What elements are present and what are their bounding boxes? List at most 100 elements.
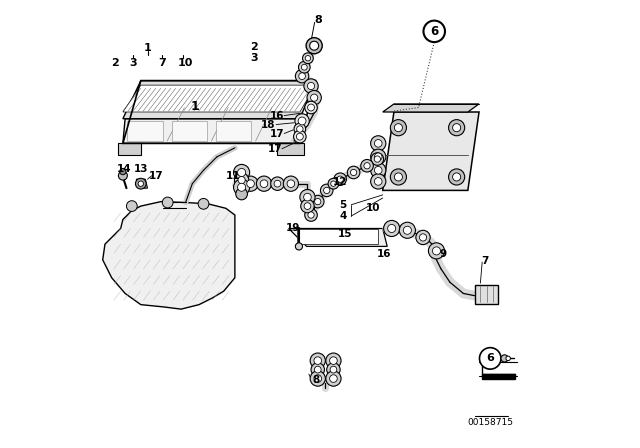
Text: 17: 17 — [149, 171, 164, 181]
Circle shape — [330, 366, 337, 373]
Circle shape — [304, 202, 311, 210]
Circle shape — [238, 177, 245, 184]
Circle shape — [374, 140, 382, 147]
Circle shape — [371, 153, 383, 165]
Text: 4: 4 — [340, 211, 347, 221]
Circle shape — [303, 194, 311, 201]
Polygon shape — [123, 81, 316, 119]
Circle shape — [294, 123, 306, 135]
Text: 16: 16 — [376, 250, 391, 259]
Circle shape — [479, 348, 501, 369]
Circle shape — [296, 133, 303, 140]
Polygon shape — [289, 228, 387, 246]
Circle shape — [312, 195, 324, 208]
Polygon shape — [123, 119, 302, 143]
Circle shape — [315, 198, 321, 205]
Polygon shape — [383, 104, 479, 112]
Text: 8: 8 — [315, 15, 323, 25]
Circle shape — [419, 234, 427, 241]
Circle shape — [371, 149, 386, 164]
Circle shape — [433, 247, 440, 255]
Circle shape — [243, 176, 258, 191]
Circle shape — [506, 356, 511, 361]
Circle shape — [234, 164, 250, 181]
Circle shape — [326, 353, 341, 368]
Circle shape — [416, 230, 430, 245]
Circle shape — [127, 201, 137, 211]
Text: 3: 3 — [129, 58, 136, 68]
Bar — [172, 121, 207, 141]
Circle shape — [301, 65, 307, 70]
Circle shape — [424, 21, 445, 42]
Circle shape — [388, 224, 396, 233]
Text: 8: 8 — [312, 375, 319, 385]
Circle shape — [374, 167, 382, 174]
Circle shape — [308, 212, 314, 218]
Circle shape — [351, 169, 356, 176]
Circle shape — [452, 173, 461, 181]
Circle shape — [274, 180, 281, 187]
Text: 6: 6 — [430, 25, 438, 38]
Text: 17: 17 — [268, 144, 282, 154]
Circle shape — [257, 176, 271, 191]
Circle shape — [394, 173, 403, 181]
Text: 5: 5 — [340, 200, 347, 210]
Circle shape — [361, 159, 373, 172]
Circle shape — [198, 198, 209, 209]
Circle shape — [260, 180, 268, 187]
Circle shape — [390, 120, 406, 136]
Polygon shape — [123, 85, 316, 112]
Circle shape — [321, 184, 333, 197]
Circle shape — [237, 183, 246, 191]
Circle shape — [314, 357, 321, 365]
Circle shape — [314, 366, 321, 373]
Circle shape — [310, 371, 325, 386]
Text: 2: 2 — [111, 58, 119, 68]
Circle shape — [299, 73, 305, 80]
Text: 6: 6 — [486, 353, 494, 363]
Circle shape — [236, 188, 248, 200]
Circle shape — [330, 357, 337, 365]
Circle shape — [304, 79, 318, 93]
Circle shape — [449, 169, 465, 185]
Circle shape — [247, 180, 254, 187]
Circle shape — [120, 168, 126, 175]
Circle shape — [374, 156, 380, 162]
Text: 10: 10 — [365, 203, 380, 213]
Circle shape — [310, 94, 317, 101]
Circle shape — [371, 136, 386, 151]
Text: 1: 1 — [190, 100, 199, 113]
Circle shape — [237, 168, 246, 177]
Circle shape — [310, 41, 319, 50]
Circle shape — [371, 163, 386, 178]
Circle shape — [298, 61, 310, 73]
Circle shape — [271, 177, 284, 190]
Circle shape — [295, 114, 309, 128]
Circle shape — [374, 153, 382, 161]
Circle shape — [234, 179, 250, 195]
Circle shape — [296, 243, 303, 250]
Circle shape — [287, 180, 294, 187]
Circle shape — [364, 163, 370, 169]
Text: 12: 12 — [333, 177, 348, 187]
Circle shape — [308, 104, 314, 111]
Text: 19: 19 — [286, 224, 300, 233]
Text: 11: 11 — [225, 171, 240, 181]
Text: 14: 14 — [116, 164, 131, 174]
Polygon shape — [297, 229, 378, 244]
Polygon shape — [136, 179, 148, 188]
Circle shape — [390, 169, 406, 185]
Text: 00158715: 00158715 — [467, 418, 513, 426]
Bar — [127, 121, 163, 141]
Text: 3: 3 — [250, 53, 257, 63]
Text: 16: 16 — [270, 111, 285, 121]
Circle shape — [310, 353, 325, 368]
Text: 7: 7 — [481, 256, 488, 266]
Circle shape — [331, 181, 336, 186]
Circle shape — [501, 355, 508, 362]
Circle shape — [449, 120, 465, 136]
Circle shape — [298, 117, 306, 125]
Circle shape — [371, 174, 386, 189]
Text: 10: 10 — [178, 58, 193, 68]
Circle shape — [294, 130, 306, 143]
